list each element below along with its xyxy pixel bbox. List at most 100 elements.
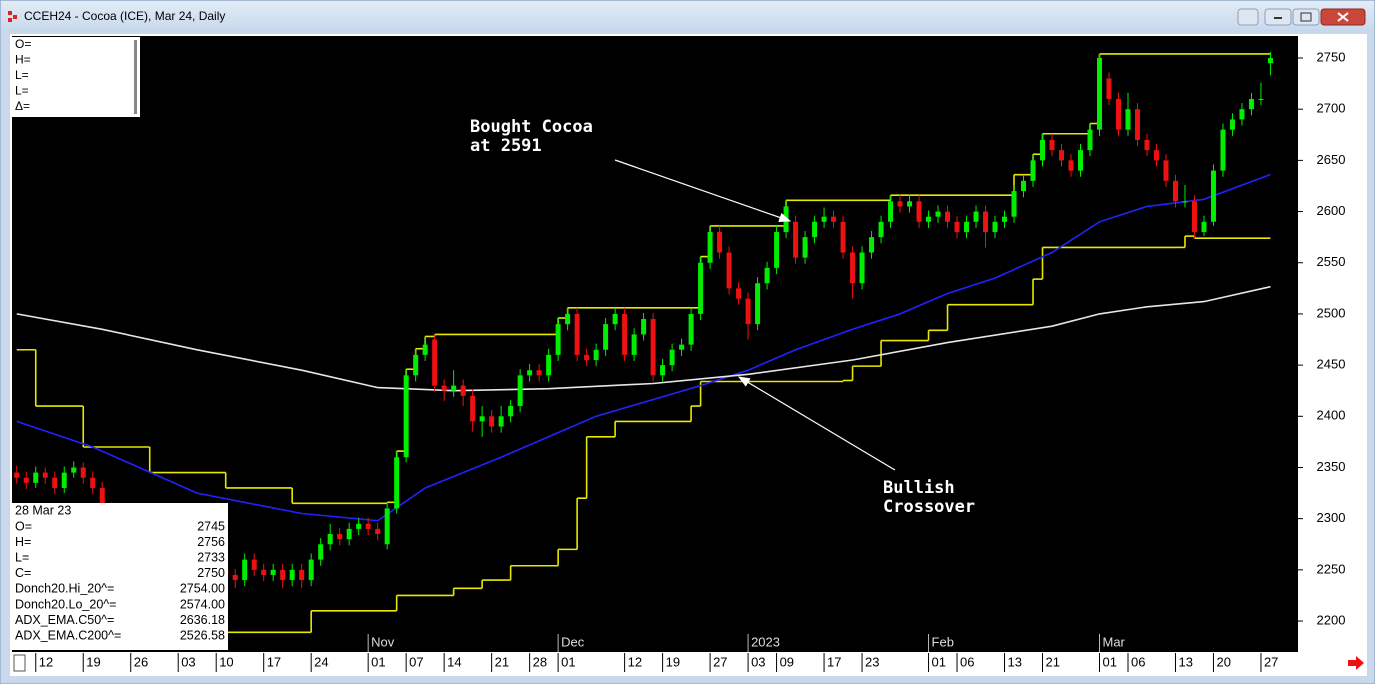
- candle-body: [14, 472, 20, 478]
- candle-body: [422, 344, 428, 355]
- y-tick-label: 2500: [1317, 305, 1346, 320]
- annotation-text: Bought Cocoa: [470, 117, 593, 137]
- pin-button[interactable]: [1237, 8, 1259, 26]
- candle-body: [479, 416, 485, 422]
- candle-body: [584, 354, 590, 360]
- candle-body: [926, 216, 932, 222]
- scroll-right-arrow[interactable]: [1348, 656, 1364, 670]
- x-tick-label: 03: [751, 654, 765, 669]
- candle-body: [973, 211, 979, 222]
- y-tick-label: 2250: [1317, 561, 1346, 576]
- info-label: C=: [15, 566, 31, 580]
- cursor-label: H=: [15, 53, 31, 67]
- info-value: 2745: [197, 519, 225, 533]
- candle-body: [23, 477, 29, 483]
- maximize-icon: [1300, 12, 1312, 22]
- month-label: Mar: [1102, 634, 1125, 649]
- candle-body: [517, 375, 523, 407]
- candle-body: [1144, 139, 1150, 151]
- candle-body: [1163, 160, 1169, 181]
- x-tick-label: 03: [181, 654, 195, 669]
- candle-body: [1229, 119, 1235, 130]
- candle-body: [821, 216, 827, 222]
- candle-body: [1172, 180, 1178, 202]
- info-label: Donch20.Hi_20^=: [15, 582, 114, 596]
- maximize-button[interactable]: [1292, 8, 1320, 26]
- candle-body: [631, 334, 637, 355]
- candle-body: [745, 298, 751, 325]
- cursor-label: O=: [15, 37, 31, 51]
- x-tick-label: 27: [713, 654, 727, 669]
- candle-body: [1210, 170, 1216, 222]
- candle-body: [527, 370, 533, 376]
- candle-body: [603, 324, 609, 350]
- x-tick-label: 26: [134, 654, 148, 669]
- info-value: 2574.00: [180, 597, 225, 611]
- cursor-label: L=: [15, 84, 29, 98]
- annotation-arrow: [614, 159, 792, 222]
- candle-body: [574, 313, 580, 355]
- close-icon: [1337, 12, 1349, 22]
- candle-body: [52, 477, 58, 488]
- candle-body: [793, 221, 799, 258]
- candle-body: [470, 395, 476, 422]
- candle-body: [878, 221, 884, 238]
- candle-body: [71, 467, 77, 473]
- candle-body: [698, 262, 704, 314]
- candle-body: [593, 349, 599, 360]
- window-buttons[interactable]: [1237, 8, 1366, 26]
- scroll-handle[interactable]: [13, 654, 26, 672]
- cursor-label: Δ=: [15, 99, 30, 113]
- candle-body: [356, 523, 362, 529]
- candle-body: [612, 313, 618, 325]
- y-tick-label: 2700: [1317, 101, 1346, 116]
- annotation-text: Crossover: [883, 497, 975, 517]
- candle-body: [1191, 201, 1197, 233]
- info-date: 28 Mar 23: [15, 503, 71, 517]
- y-tick-label: 2400: [1317, 408, 1346, 423]
- x-tick-label: 01: [1102, 654, 1116, 669]
- window-title: CCEH24 - Cocoa (ICE), Mar 24, Daily: [24, 9, 225, 23]
- candle-body: [945, 211, 951, 222]
- candle-body: [935, 211, 941, 217]
- candle-body: [717, 232, 723, 253]
- month-label: Feb: [932, 634, 954, 649]
- y-tick-label: 2350: [1317, 459, 1346, 474]
- candle-body: [432, 339, 438, 386]
- cursor-label: L=: [15, 68, 29, 82]
- minimize-icon: [1274, 17, 1282, 19]
- candle-body: [413, 354, 419, 376]
- candle-body: [1115, 98, 1121, 130]
- candle-body: [622, 313, 628, 355]
- candle-body: [1059, 150, 1065, 161]
- candle-body: [232, 574, 238, 581]
- candle-body: [869, 237, 875, 253]
- info-panel: 28 Mar 23 O= 2745 H= 2756 L= 2733 C= 2750 Donch20…: [12, 503, 228, 650]
- x-tick-label: 01: [932, 654, 946, 669]
- candle-body: [365, 523, 371, 529]
- candle-body: [916, 201, 922, 222]
- candle-body: [992, 221, 998, 233]
- candle-body: [726, 252, 732, 289]
- candle-body: [641, 319, 647, 335]
- annotation-text: Bullish: [883, 478, 955, 498]
- candle-body: [489, 416, 495, 427]
- info-value: 2733: [197, 550, 225, 564]
- candle-body: [375, 528, 381, 535]
- cursor-panel-bar: [134, 40, 137, 114]
- cursor-panel: O=H=L=L=Δ=: [12, 37, 140, 117]
- candle-body: [299, 569, 305, 581]
- y-tick-label: 2750: [1317, 49, 1346, 64]
- candle-body: [964, 221, 970, 233]
- candle-body: [1078, 150, 1084, 171]
- info-label: O=: [15, 519, 32, 533]
- candle-body: [403, 375, 409, 458]
- x-tick-label: 28: [533, 654, 547, 669]
- x-tick-label: 06: [960, 654, 974, 669]
- candle-body: [983, 211, 989, 233]
- x-tick-label: 17: [827, 654, 841, 669]
- candle-body: [308, 559, 314, 581]
- candle-body: [840, 221, 846, 253]
